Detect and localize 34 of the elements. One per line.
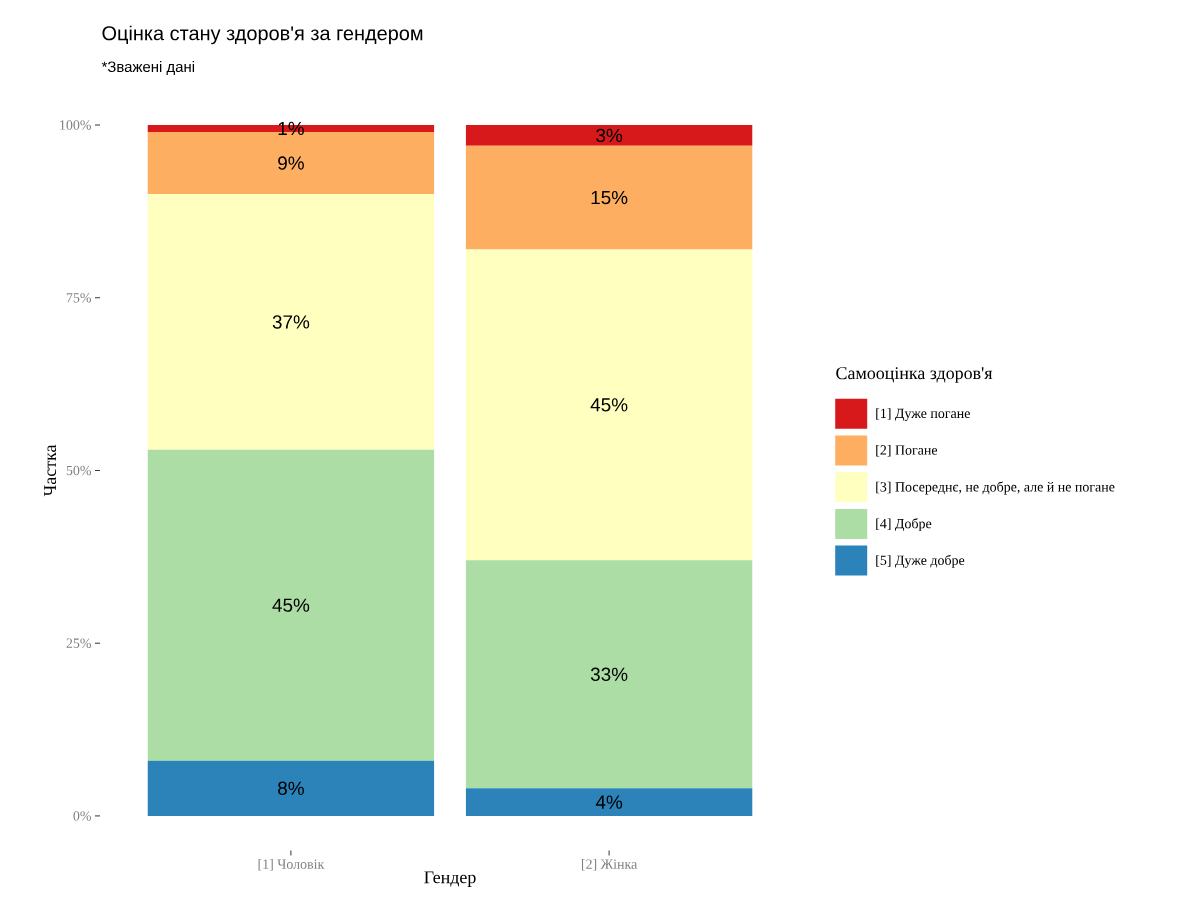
data-label: 9% [278, 156, 304, 170]
data-label: 3% [596, 128, 623, 143]
x-tick-label: [2] Жінка [581, 858, 638, 871]
bar [147, 760, 435, 816]
bar [465, 560, 753, 789]
y-tick-label: 50% [66, 465, 92, 476]
y-tick-label: 0% [73, 811, 92, 821]
y-tick-label: 100% [60, 120, 92, 130]
chart-title: Оцінка стану здоров'я за гендером [102, 25, 423, 45]
legend-label: [2] Погане [876, 444, 938, 457]
data-label: 15% [591, 190, 628, 205]
bar [465, 788, 753, 816]
bar [465, 145, 753, 250]
y-axis-title: Частка [44, 444, 57, 497]
y-tick-label: 75% [66, 293, 92, 303]
x-axis-title: Гендер [424, 871, 476, 887]
data-label: 37% [272, 315, 310, 329]
bar [147, 194, 435, 450]
data-label: 8% [278, 781, 304, 795]
data-label: 45% [272, 598, 310, 612]
legend-label: [1] Дуже погане [876, 408, 970, 421]
legend-label: [3] Посереднє, не добре, але й не погане [876, 481, 1115, 495]
legend-label: [4] Добре [876, 518, 932, 532]
chart-subtitle: *Зважені дані [101, 61, 195, 75]
bar [147, 449, 435, 761]
legend-title: Самооцінка здоров'я [836, 367, 993, 383]
bar [465, 249, 753, 561]
legend-label: [5] Дуже добре [876, 554, 965, 568]
y-tick-label: 25% [66, 638, 92, 648]
data-label: 33% [590, 667, 628, 681]
bar [465, 125, 753, 146]
data-label: 4% [595, 795, 623, 809]
x-tick-label: [1] Чоловік [258, 858, 325, 871]
data-label: 45% [590, 398, 628, 412]
